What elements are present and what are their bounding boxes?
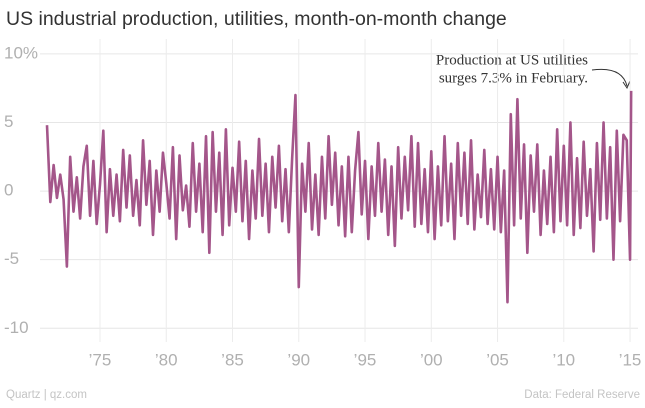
x-tick-label: ’85 xyxy=(221,350,244,369)
x-tick-label: ’00 xyxy=(420,350,443,369)
x-tick-label: ’90 xyxy=(287,350,310,369)
line xyxy=(45,90,633,304)
x-tick-label: ’80 xyxy=(155,350,178,369)
x-tick-label: ’15 xyxy=(619,350,642,369)
chart-title: US industrial production, utilities, mon… xyxy=(6,8,507,30)
x-tick-label: ’95 xyxy=(354,350,377,369)
y-tick-label: 10% xyxy=(4,43,38,62)
annotation: Production at US utilities xyxy=(436,52,588,68)
y-tick-label: -5 xyxy=(4,249,19,268)
y-tick-label: -10 xyxy=(4,318,29,337)
source: Data: Federal Reserve xyxy=(524,389,640,401)
x-tick-label: ’10 xyxy=(552,350,575,369)
y-tick-label: 0 xyxy=(4,181,13,200)
credit: Quartz | qz.com xyxy=(6,389,87,401)
y-tick-label: 5 xyxy=(4,112,13,131)
x-tick-label: ’75 xyxy=(89,350,112,369)
annotation-arrow xyxy=(591,68,628,87)
annotation: surges 7.3% in February. xyxy=(439,70,588,86)
annotation-arrowhead xyxy=(622,80,631,90)
x-tick-label: ’05 xyxy=(486,350,509,369)
